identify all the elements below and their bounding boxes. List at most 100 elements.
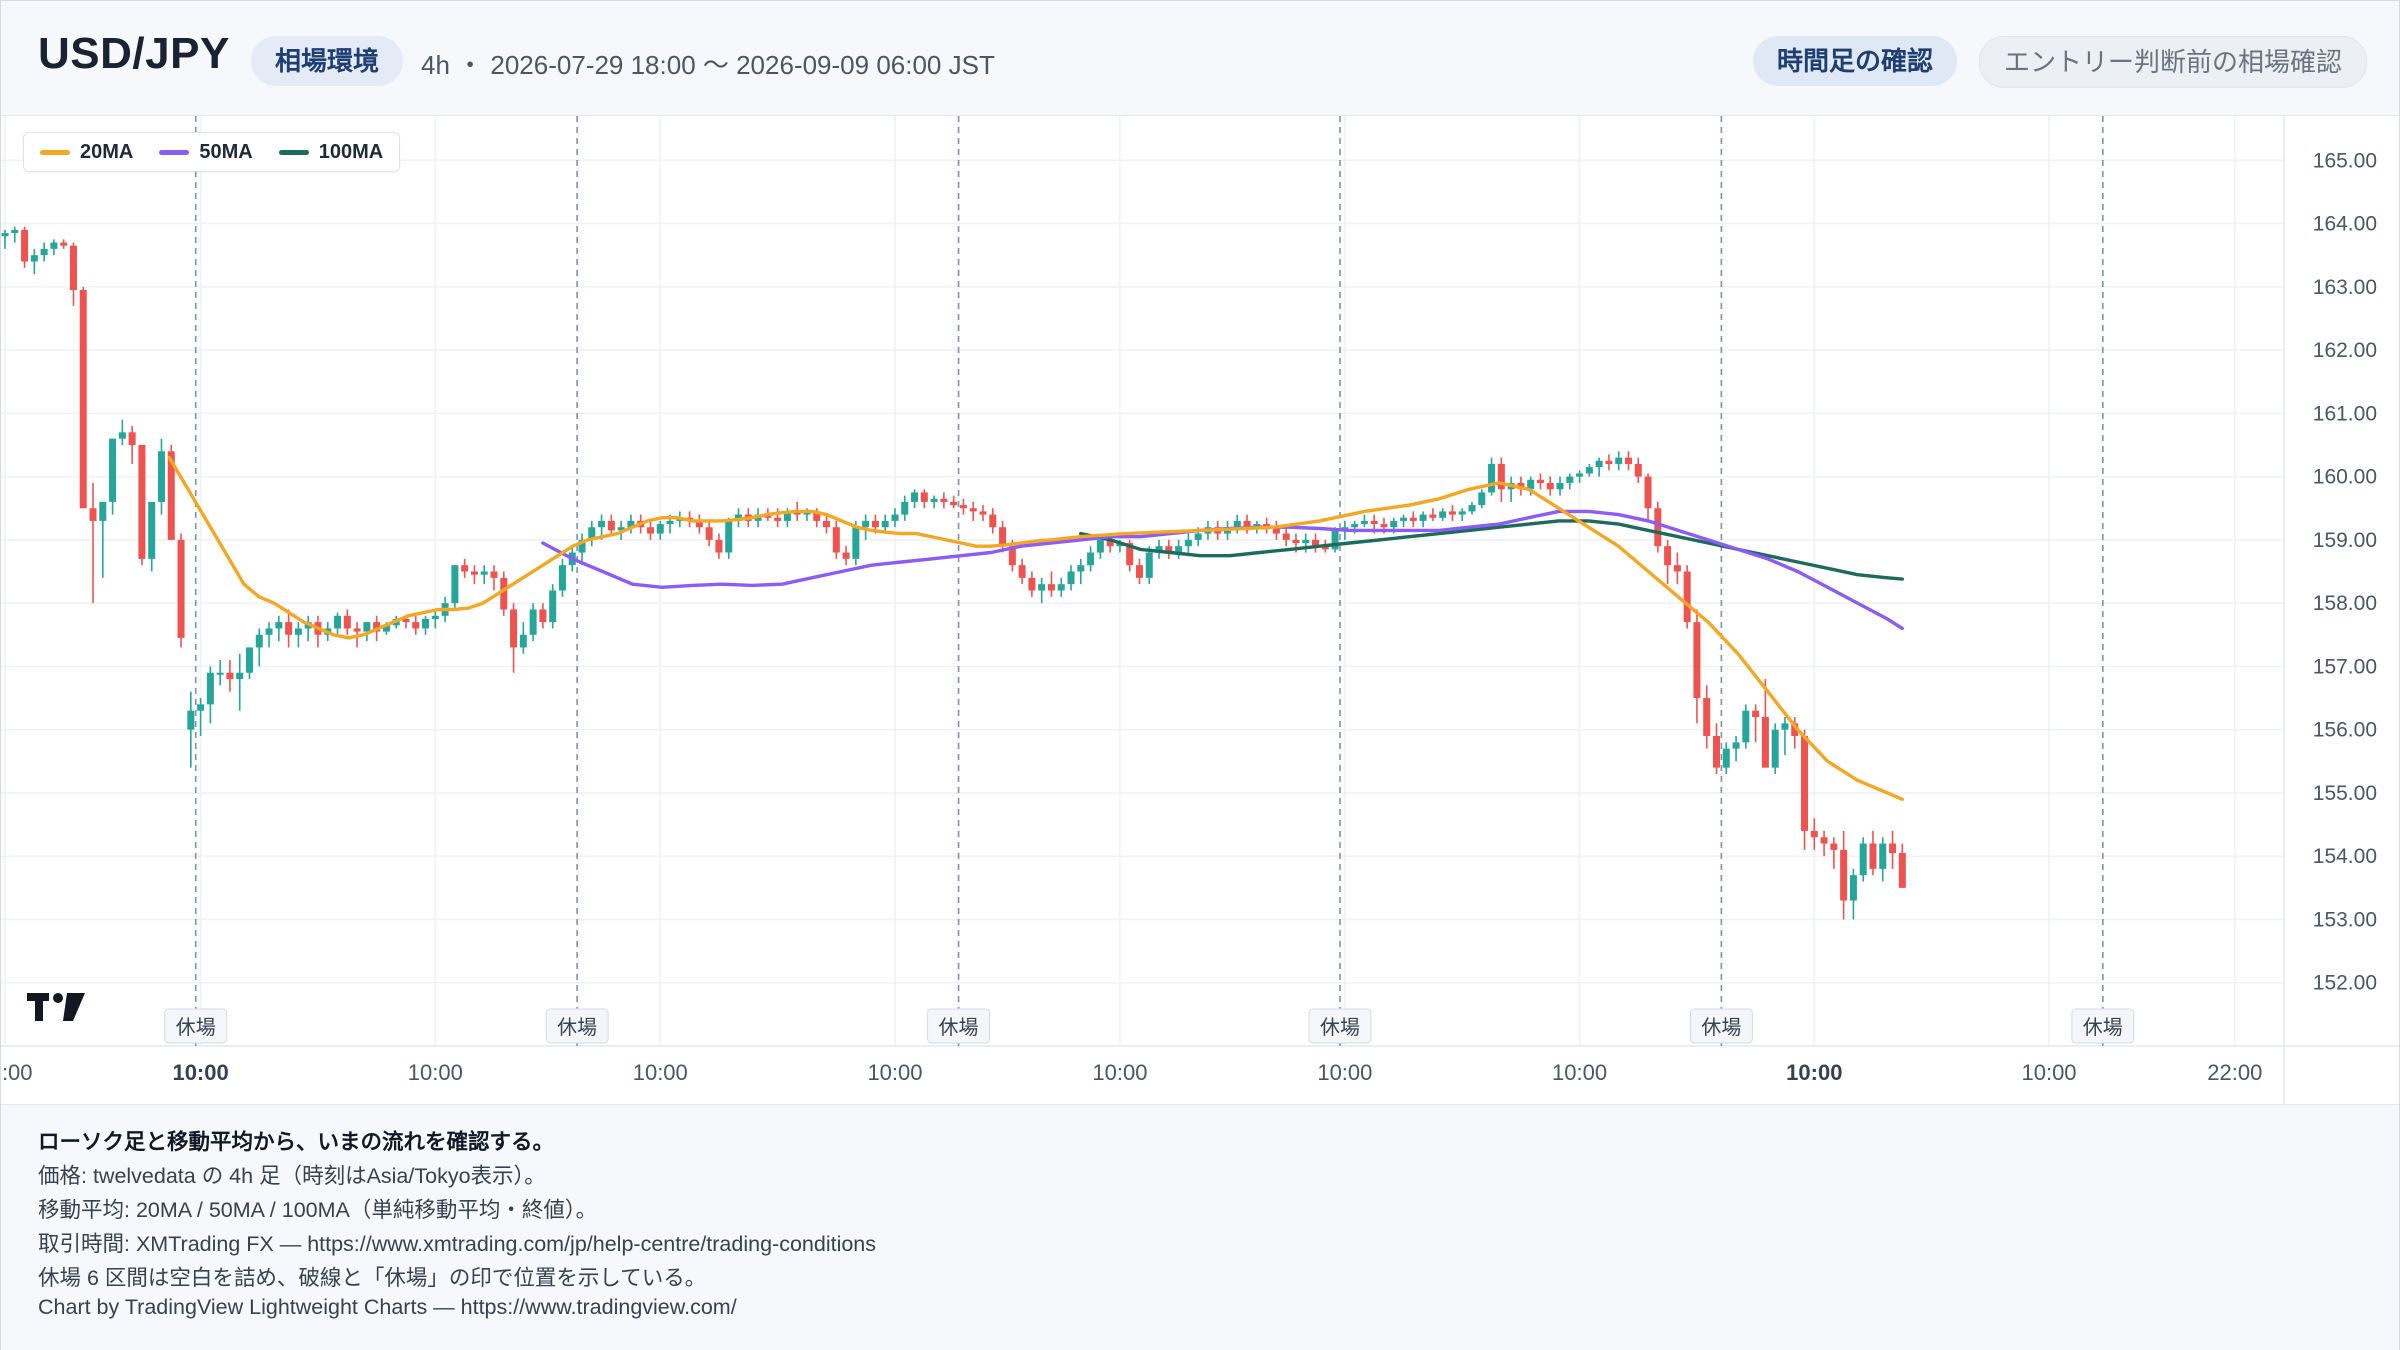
candle xyxy=(1781,717,1789,755)
candle xyxy=(1488,457,1496,496)
market-closed-label: 休場 xyxy=(2083,1015,2123,1039)
env-badge[interactable]: 相場環境 xyxy=(251,36,404,86)
candle xyxy=(79,286,87,509)
timeframe-check-button[interactable]: 時間足の確認 xyxy=(1753,36,1958,86)
candle-body xyxy=(343,615,351,629)
candle-body xyxy=(891,514,899,521)
candle xyxy=(1282,527,1290,547)
candle xyxy=(1683,565,1691,629)
candle-body xyxy=(470,571,478,575)
candle xyxy=(1624,451,1632,471)
y-tick-label: 158.00 xyxy=(2313,592,2377,615)
candle-body xyxy=(1106,539,1114,547)
candle-body xyxy=(871,520,879,528)
tradingview-logo[interactable] xyxy=(27,991,87,1028)
candle xyxy=(1018,558,1026,585)
candle xyxy=(1830,837,1838,869)
candle xyxy=(1634,457,1642,483)
legend-swatch-50ma xyxy=(159,149,190,155)
candle xyxy=(177,533,185,648)
candle-body xyxy=(510,609,518,648)
candle-body xyxy=(1018,565,1026,578)
candle-body xyxy=(656,524,664,534)
candle xyxy=(470,565,478,585)
candle xyxy=(1615,451,1623,471)
candle-body xyxy=(99,501,107,521)
candle xyxy=(979,505,987,521)
candle xyxy=(490,565,498,591)
candle xyxy=(774,508,782,528)
y-tick-label: 161.00 xyxy=(2313,402,2377,425)
candle xyxy=(422,615,430,635)
candle-body xyxy=(480,571,488,575)
candle-body xyxy=(813,511,821,521)
candle-body xyxy=(69,245,77,290)
x-tick-label: 10:00 xyxy=(867,1060,922,1085)
candle xyxy=(1732,736,1740,762)
y-tick-label: 153.00 xyxy=(2313,908,2377,931)
candle-body xyxy=(1801,736,1809,831)
candle-body xyxy=(1419,514,1427,521)
candle-body xyxy=(461,565,469,572)
candle-body xyxy=(226,672,234,680)
candle xyxy=(725,517,733,559)
candle-body xyxy=(646,527,654,534)
candle xyxy=(1703,685,1711,749)
candle xyxy=(1478,489,1486,509)
candle xyxy=(1184,533,1192,553)
candle xyxy=(1605,454,1613,471)
candle xyxy=(138,444,146,566)
candle-body xyxy=(725,520,733,553)
candle-body xyxy=(1615,457,1623,464)
candle-body xyxy=(138,444,146,559)
candle-body xyxy=(1439,511,1447,518)
candle-body xyxy=(1351,524,1359,528)
candle-body xyxy=(783,511,791,521)
candle-body xyxy=(1400,517,1408,521)
candle-body xyxy=(1008,546,1016,566)
candle xyxy=(255,628,263,667)
candle xyxy=(1400,514,1408,528)
candle xyxy=(1312,533,1320,553)
candle-body xyxy=(50,242,58,249)
candle-body xyxy=(490,571,498,578)
footer-title: ローソク足と移動平均から、いまの流れを確認する。 xyxy=(38,1130,555,1154)
candle-body xyxy=(529,609,537,635)
candle-body xyxy=(1576,473,1584,477)
candle-body xyxy=(422,618,430,629)
candle xyxy=(285,609,293,648)
symbol-title: USD/JPY xyxy=(38,29,230,78)
candlestick-chart[interactable]: 165.00 164.00 163.00 162.00 161.00 160.00 159.… xyxy=(0,116,2399,1104)
candle-body xyxy=(1644,476,1652,509)
candle xyxy=(930,495,938,509)
candle-body xyxy=(500,577,508,610)
y-tick-label: 165.00 xyxy=(2313,149,2377,172)
candle-body xyxy=(1028,577,1036,591)
candle-body xyxy=(1889,843,1897,854)
x-tick-label: 10:00 xyxy=(1552,1060,1607,1085)
candle-body xyxy=(1390,520,1398,528)
chart-area[interactable]: 165.00 164.00 163.00 162.00 161.00 160.00 159.… xyxy=(0,116,2399,1104)
candle xyxy=(1458,508,1466,521)
candle xyxy=(1272,520,1280,540)
candle-body xyxy=(1732,742,1740,749)
candle xyxy=(265,622,273,648)
candle xyxy=(500,571,508,616)
market-check-button[interactable]: エントリー判断前の相場確認 xyxy=(1979,36,2368,88)
candle xyxy=(60,239,68,249)
candle-body xyxy=(549,590,557,623)
candle xyxy=(1820,830,1828,857)
legend-swatch-100ma xyxy=(278,149,309,155)
candle-body xyxy=(1370,520,1378,525)
candle xyxy=(343,609,351,635)
candle-body xyxy=(627,520,635,528)
candle-body xyxy=(1595,460,1603,468)
candle-body xyxy=(1448,511,1456,515)
ma20-line xyxy=(167,455,1904,801)
candle xyxy=(881,514,889,534)
candle xyxy=(1155,539,1163,559)
candle-body xyxy=(451,565,459,604)
candle-body xyxy=(1165,546,1173,553)
candle-body xyxy=(1849,875,1857,901)
